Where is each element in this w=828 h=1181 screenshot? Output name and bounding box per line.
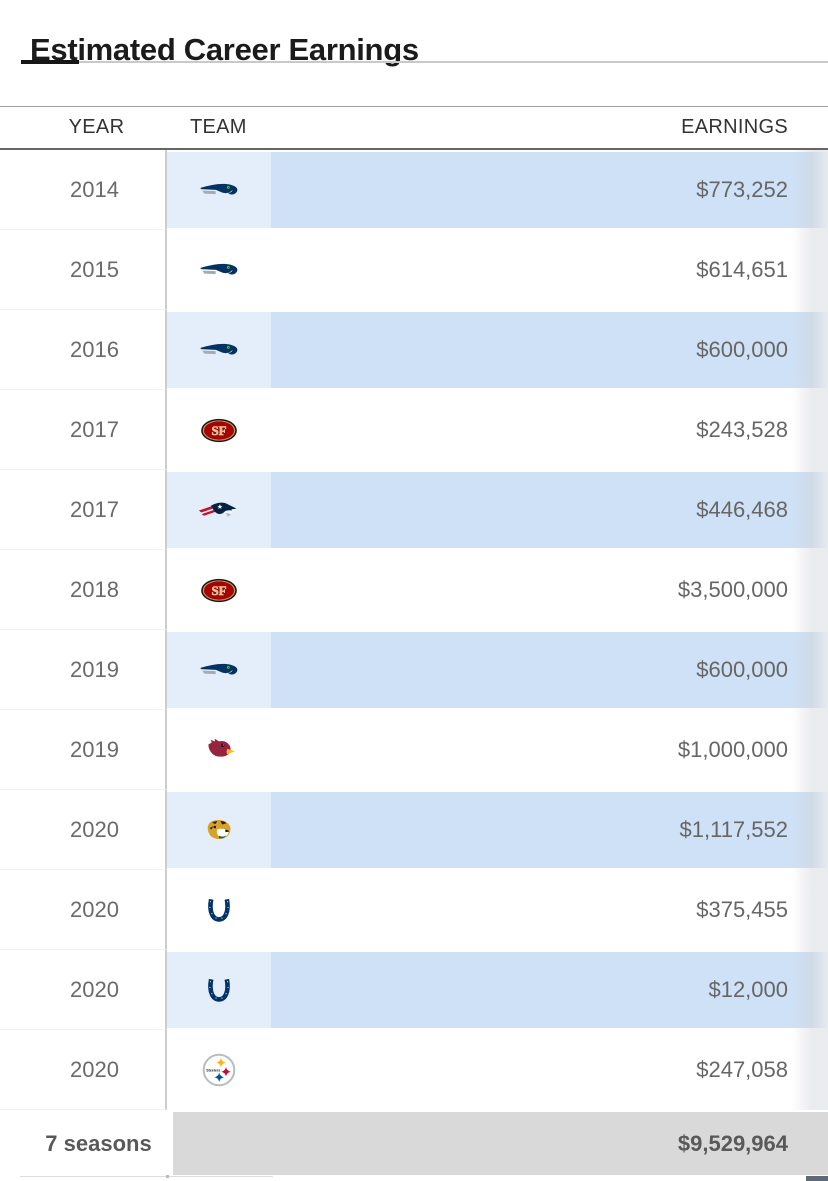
title-underline-accent [21, 60, 79, 64]
colts-logo-icon [205, 975, 233, 1005]
steelers-logo-icon [202, 1053, 236, 1087]
title-underline [21, 60, 828, 64]
bottom-right-fragment [806, 1176, 828, 1181]
colts-logo-icon [205, 895, 233, 925]
table-row: 2020 $12,000 [0, 950, 828, 1030]
earnings-cell: $12,000 [271, 950, 828, 1030]
column-header-earnings: EARNINGS [681, 116, 788, 138]
table-row: 2015 $614,651 [0, 230, 828, 310]
year-cell: 2020 [0, 1030, 167, 1110]
patriots-logo-icon [198, 498, 240, 522]
table-row: 2020 $247,058 [0, 1030, 828, 1110]
earnings-total-cell: $9,529,964 [173, 1112, 828, 1175]
team-logo-cell [167, 150, 271, 230]
column-header-team: TEAM [190, 116, 247, 138]
year-cell: 2020 [0, 870, 167, 950]
table-row: 2016 $600,000 [0, 310, 828, 390]
page-title: Estimated Career Earnings [30, 31, 419, 67]
team-logo-cell [167, 870, 271, 950]
jaguars-logo-icon [202, 817, 236, 843]
earnings-cell: $247,058 [696, 1057, 788, 1082]
earnings-cell: $773,252 [271, 150, 828, 230]
49ers-logo-icon [200, 578, 238, 603]
table-row: 2017 $446,468 [0, 470, 828, 550]
team-logo-cell [167, 1030, 271, 1110]
bottom-divider-tick [166, 1175, 169, 1178]
year-cell: 2017 [0, 470, 167, 550]
earnings-cell: $600,000 [271, 310, 828, 390]
team-logo-cell [167, 390, 271, 470]
seahawks-logo-icon [199, 180, 239, 200]
earnings-cell: $1,000,000 [677, 737, 788, 762]
year-cell: 2019 [0, 630, 167, 710]
team-logo-cell [167, 550, 271, 630]
table-row: 2018 $3,500,000 [0, 550, 828, 630]
year-cell: 2018 [0, 550, 167, 630]
earnings-cell: $375,455 [696, 897, 788, 922]
seahawks-logo-icon [199, 660, 239, 680]
year-cell: 2020 [0, 790, 167, 870]
seahawks-logo-icon [199, 260, 239, 280]
earnings-cell: $3,500,000 [677, 577, 788, 602]
year-cell: 2017 [0, 390, 167, 470]
seahawks-logo-icon [199, 340, 239, 360]
table-row: 2019 $600,000 [0, 630, 828, 710]
team-logo-cell [167, 470, 271, 550]
year-cell: 2014 [0, 150, 167, 230]
table-row: 2020 $1,117,552 [0, 790, 828, 870]
earnings-cell: $446,468 [271, 470, 828, 550]
seasons-total-cell: 7 seasons [0, 1112, 173, 1175]
earnings-cell: $600,000 [271, 630, 828, 710]
team-logo-cell [167, 230, 271, 310]
table-header-row: YEAR TEAM EARNINGS [0, 106, 828, 150]
earnings-cell: $243,528 [696, 417, 788, 442]
table-footer-row: 7 seasons $9,529,964 [0, 1112, 828, 1175]
earnings-table-body[interactable]: 2014 $773,252 2015 $614,651 2016 $600,00… [0, 150, 828, 1110]
team-logo-cell [167, 310, 271, 390]
earnings-cell: $1,117,552 [271, 790, 828, 870]
49ers-logo-icon [200, 418, 238, 443]
table-row: 2020 $375,455 [0, 870, 828, 950]
table-row: 2019 $1,000,000 [0, 710, 828, 790]
year-cell: 2016 [0, 310, 167, 390]
year-cell: 2019 [0, 710, 167, 790]
year-cell: 2020 [0, 950, 167, 1030]
cardinals-logo-icon [202, 737, 236, 763]
column-header-year: YEAR [68, 116, 125, 138]
bottom-divider [20, 1176, 273, 1177]
earnings-cell: $614,651 [696, 257, 788, 282]
team-logo-cell [167, 630, 271, 710]
table-row: 2017 $243,528 [0, 390, 828, 470]
team-logo-cell [167, 790, 271, 870]
team-logo-cell [167, 710, 271, 790]
table-row: 2014 $773,252 [0, 150, 828, 230]
team-logo-cell [167, 950, 271, 1030]
year-cell: 2015 [0, 230, 167, 310]
